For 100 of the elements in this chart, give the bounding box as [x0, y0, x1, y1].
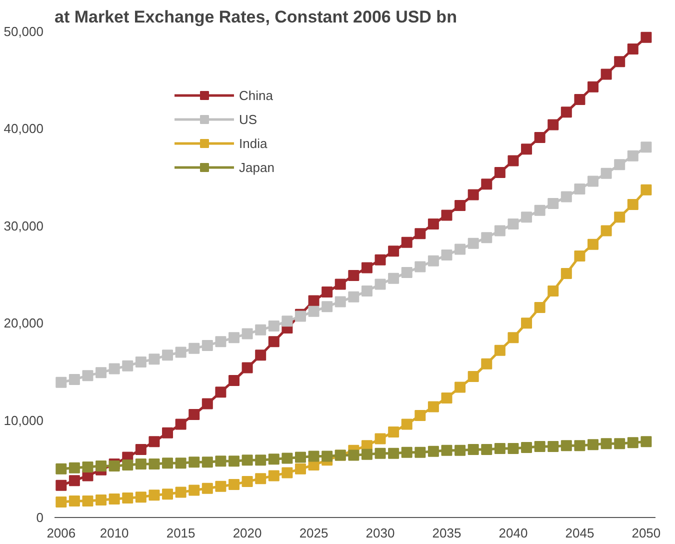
point: [401, 446, 412, 458]
point: [255, 454, 266, 466]
point: [255, 350, 266, 361]
point: [600, 225, 612, 236]
point: [255, 473, 266, 484]
point: [481, 178, 492, 190]
point: [401, 418, 412, 430]
point: [122, 492, 134, 504]
point: [588, 238, 599, 250]
point: [282, 467, 293, 478]
point: [334, 278, 346, 290]
point: [308, 306, 320, 317]
point: [82, 495, 94, 506]
point: [135, 458, 146, 470]
point: [588, 81, 599, 92]
point: [108, 494, 120, 505]
point: [202, 340, 213, 351]
x-tick-label: 2010: [100, 526, 129, 540]
point: [388, 246, 400, 257]
point: [414, 446, 426, 458]
point: [441, 250, 452, 261]
point: [401, 267, 412, 278]
point: [175, 418, 186, 430]
point: [162, 458, 174, 469]
point: [468, 238, 479, 249]
point: [560, 106, 572, 118]
point: [162, 488, 174, 500]
point: [534, 302, 546, 314]
point: [481, 358, 492, 370]
point: [441, 444, 452, 456]
y-tick-label: 40,000: [4, 121, 44, 136]
point: [374, 448, 386, 459]
point: [82, 370, 94, 382]
x-tick-label: 2035: [432, 526, 462, 540]
x-tick-label: 2020: [232, 526, 262, 540]
point: [215, 456, 226, 467]
point: [640, 142, 652, 153]
point: [282, 452, 293, 464]
point: [588, 176, 599, 187]
point: [242, 362, 253, 374]
chart-title: at Market Exchange Rates, Constant 2006 USD bn: [54, 8, 457, 26]
point: [548, 441, 559, 452]
point: [640, 32, 652, 43]
point: [294, 452, 306, 463]
point: [135, 492, 146, 503]
point: [242, 328, 253, 340]
point: [428, 401, 439, 412]
point: [494, 166, 506, 178]
point: [255, 324, 266, 336]
point: [68, 374, 80, 385]
point: [68, 475, 80, 486]
point: [494, 442, 506, 454]
point: [454, 244, 466, 255]
point: [322, 450, 333, 462]
point: [414, 410, 426, 421]
point: [414, 228, 426, 240]
point: [428, 255, 439, 266]
point: [242, 476, 253, 488]
point: [175, 486, 186, 498]
legend-label: Japan: [239, 158, 274, 177]
point: [640, 184, 652, 196]
point: [56, 480, 67, 491]
point: [388, 272, 400, 284]
point: [600, 68, 612, 80]
point: [414, 261, 426, 272]
point: [534, 132, 546, 143]
point: [521, 318, 532, 329]
x-tick-label: 2030: [366, 526, 395, 540]
point: [96, 494, 107, 506]
point: [614, 212, 626, 223]
x-tick-label: 2025: [299, 526, 328, 540]
point: [268, 454, 280, 465]
point: [68, 462, 80, 474]
point: [188, 484, 200, 496]
point: [614, 159, 626, 170]
point: [242, 454, 253, 466]
point: [548, 119, 559, 130]
point: [148, 436, 160, 448]
point: [361, 262, 372, 274]
point: [108, 363, 120, 374]
point: [627, 150, 638, 162]
point: [428, 446, 439, 457]
point: [508, 218, 519, 230]
point: [188, 408, 200, 420]
point: [481, 232, 492, 244]
point: [56, 496, 67, 508]
x-tick-label: 2015: [166, 526, 196, 540]
point: [215, 480, 226, 492]
point: [588, 439, 599, 450]
point: [521, 212, 532, 223]
point: [548, 286, 559, 297]
legend-label: India: [239, 134, 268, 152]
point: [560, 191, 572, 202]
point: [56, 463, 67, 474]
point: [614, 438, 626, 450]
point: [627, 199, 638, 210]
point: [361, 286, 372, 297]
point: [454, 444, 466, 456]
point: [322, 286, 333, 298]
point: [202, 398, 213, 410]
